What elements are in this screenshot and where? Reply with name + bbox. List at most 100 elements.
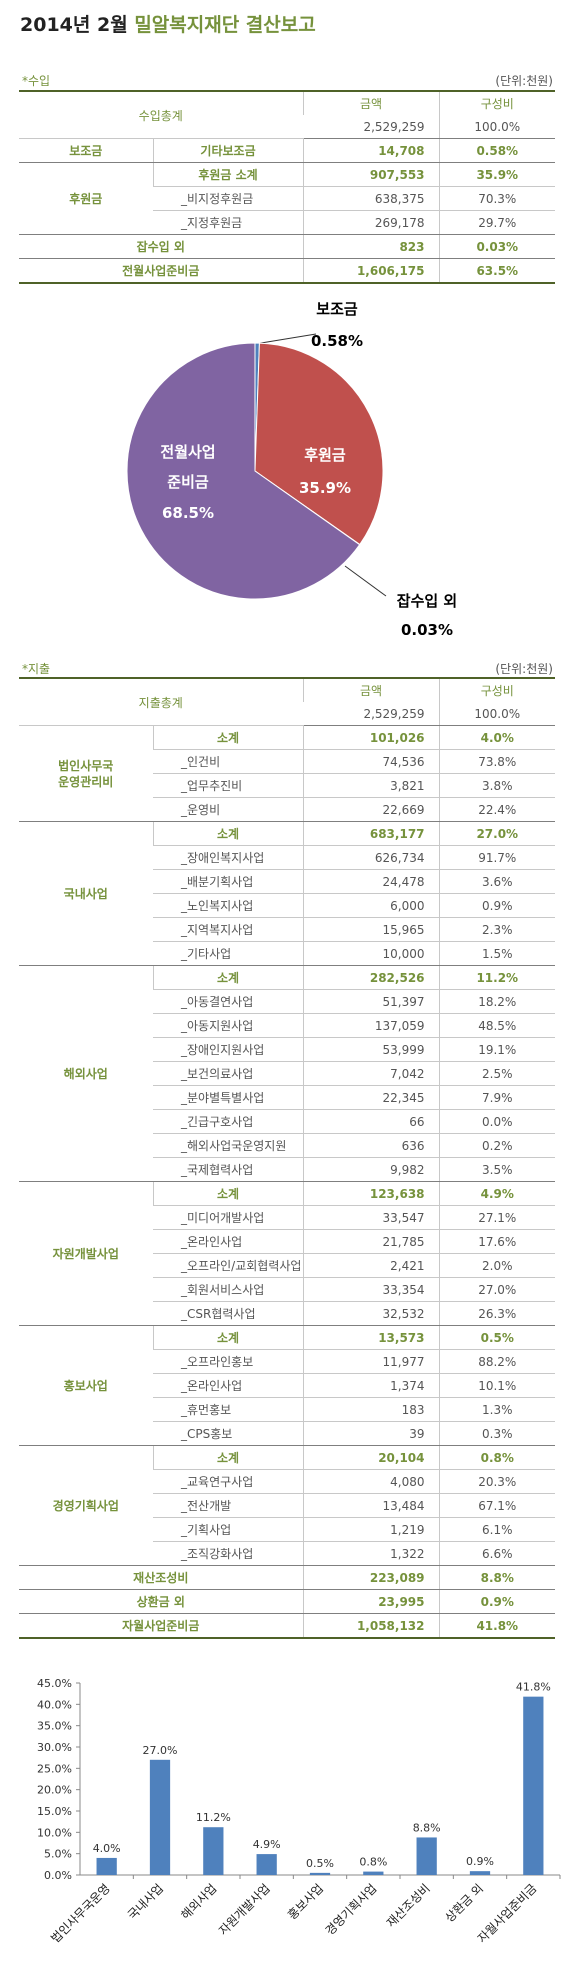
bar bbox=[469, 1871, 491, 1875]
y-tick-label: 15.0% bbox=[37, 1805, 72, 1818]
amount: 3,821 bbox=[302, 773, 440, 798]
row: 자원개발사업 소계 123,638 4.9% bbox=[19, 1181, 556, 1326]
amount: 823 bbox=[302, 234, 440, 259]
item: _지역복지사업 bbox=[153, 917, 304, 942]
value-label: 0.9% bbox=[466, 1855, 494, 1868]
header-row: 2,529,259 100.0% bbox=[19, 115, 556, 139]
amount: 13,484 bbox=[302, 1493, 440, 1518]
x-tick-label: 상환금 외 bbox=[442, 1881, 486, 1925]
x-tick-label: 홍보사업 bbox=[285, 1881, 326, 1922]
item: 후원금 소계 bbox=[152, 162, 304, 187]
amount: 10,000 bbox=[302, 941, 440, 966]
value-label: 41.8% bbox=[516, 1681, 551, 1694]
amount: 2,421 bbox=[302, 1253, 440, 1278]
amount: 51,397 bbox=[302, 989, 440, 1014]
bar bbox=[256, 1854, 277, 1875]
item: 소계 bbox=[152, 1445, 304, 1470]
header-row: 2,529,259 100.0% bbox=[19, 702, 556, 726]
income-table: 수입총계 금액 구성비 2,529,259 100.0% 보조금 기타보조금 14,… bbox=[19, 90, 556, 284]
ratio: 27.0% bbox=[438, 1277, 556, 1302]
item: _비지정후원금 bbox=[153, 186, 304, 211]
amount: 21,785 bbox=[302, 1229, 440, 1254]
total-label: 지출총계 bbox=[19, 678, 304, 726]
row: _조직강화사업 1,322 6.6% bbox=[19, 1541, 556, 1566]
ratio: 27.1% bbox=[438, 1205, 556, 1230]
value-label: 4.0% bbox=[93, 1842, 121, 1855]
leader-line bbox=[344, 565, 387, 597]
item: _국제협력사업 bbox=[153, 1157, 304, 1182]
item: _온라인사업 bbox=[153, 1373, 304, 1398]
item: _조직강화사업 bbox=[153, 1541, 304, 1566]
ratio: 1.3% bbox=[438, 1397, 556, 1422]
amount: 1,374 bbox=[302, 1373, 440, 1398]
item: _노인복지사업 bbox=[153, 893, 304, 918]
ratio: 0.2% bbox=[438, 1133, 556, 1158]
amount: 6,000 bbox=[302, 893, 440, 918]
amount: 13,573 bbox=[302, 1325, 440, 1350]
value-label: 8.8% bbox=[413, 1821, 441, 1834]
header-row: 지출총계 금액 구성비 bbox=[19, 678, 556, 726]
value-label: 27.0% bbox=[143, 1744, 178, 1757]
amount: 269,178 bbox=[302, 210, 440, 235]
amount: 23,995 bbox=[302, 1589, 440, 1614]
slice-value: 35.9% bbox=[298, 479, 352, 497]
row: _회원서비스사업 33,354 27.0% bbox=[19, 1277, 556, 1302]
total-row: 잡수입 외 823 0.03% bbox=[19, 234, 556, 259]
slice-label: 전월사업 준비금 bbox=[160, 443, 216, 491]
item: 자월사업준비금 bbox=[19, 1613, 304, 1639]
item: _휴먼홍보 bbox=[153, 1397, 304, 1422]
ratio: 19.1% bbox=[438, 1037, 556, 1062]
ratio: 3.8% bbox=[438, 773, 556, 798]
amount: 22,345 bbox=[302, 1085, 440, 1110]
row: _지정후원금 269,178 29.7% bbox=[19, 210, 556, 235]
group-label: 자원개발사업 bbox=[19, 1181, 153, 1326]
amount: 4,080 bbox=[302, 1469, 440, 1494]
row: _교육연구사업 4,080 20.3% bbox=[19, 1469, 556, 1494]
row: _장애인복지사업 626,734 91.7% bbox=[19, 845, 556, 870]
total-label: 수입총계 bbox=[19, 91, 304, 139]
y-tick-label: 30.0% bbox=[37, 1741, 72, 1754]
row: _비지정후원금 638,375 70.3% bbox=[19, 186, 556, 211]
y-tick-label: 40.0% bbox=[37, 1698, 72, 1711]
total-row: 재산조성비 223,089 8.8% bbox=[19, 1565, 556, 1590]
ratio: 0.9% bbox=[438, 893, 556, 918]
amount: 1,322 bbox=[302, 1541, 440, 1566]
row: _운영비 22,669 22.4% bbox=[19, 797, 556, 822]
unit: (단위:천원) bbox=[495, 74, 553, 88]
amount: 1,219 bbox=[302, 1517, 440, 1542]
group-label: 해외사업 bbox=[19, 965, 153, 1182]
ratio: 35.9% bbox=[438, 162, 556, 187]
ratio: 17.6% bbox=[438, 1229, 556, 1254]
ratio: 67.1% bbox=[438, 1493, 556, 1518]
pie-slice bbox=[126, 342, 361, 600]
item: _해외사업국운영지원 bbox=[153, 1133, 304, 1158]
row: _온라인사업 21,785 17.6% bbox=[19, 1229, 556, 1254]
total-row: 자월사업준비금 1,058,132 41.8% bbox=[19, 1613, 556, 1639]
amount: 626,734 bbox=[302, 845, 440, 870]
total-ratio: 100.0% bbox=[438, 702, 556, 726]
title: 2014년 2월 밀알복지재단 결산보고 bbox=[20, 10, 316, 37]
total-amount: 2,529,259 bbox=[303, 702, 440, 726]
row: 국내사업 소계 683,177 27.0% bbox=[19, 821, 556, 966]
group-label: 국내사업 bbox=[19, 821, 153, 966]
ratio: 0.3% bbox=[438, 1421, 556, 1446]
item: _보건의료사업 bbox=[153, 1061, 304, 1086]
group-label: 홍보사업 bbox=[19, 1325, 153, 1446]
amount: 22,669 bbox=[302, 797, 440, 822]
group-label: 경영기획사업 bbox=[19, 1445, 153, 1566]
ratio: 7.9% bbox=[438, 1085, 556, 1110]
row: _장애인지원사업 53,999 19.1% bbox=[19, 1037, 556, 1062]
amount: 123,638 bbox=[302, 1181, 440, 1206]
ratio: 91.7% bbox=[438, 845, 556, 870]
row: _분야별특별사업 22,345 7.9% bbox=[19, 1085, 556, 1110]
unit: (단위:천원) bbox=[495, 662, 553, 676]
row: 해외사업 소계 282,526 11.2% bbox=[19, 965, 556, 1182]
leader-line bbox=[254, 333, 317, 345]
amount: 24,478 bbox=[302, 869, 440, 894]
ratio: 3.6% bbox=[438, 869, 556, 894]
date: 2014년 2월 bbox=[20, 14, 128, 36]
group-label: 후원금 bbox=[19, 162, 153, 235]
row: _배분기획사업 24,478 3.6% bbox=[19, 869, 556, 894]
item: _인건비 bbox=[153, 749, 304, 774]
